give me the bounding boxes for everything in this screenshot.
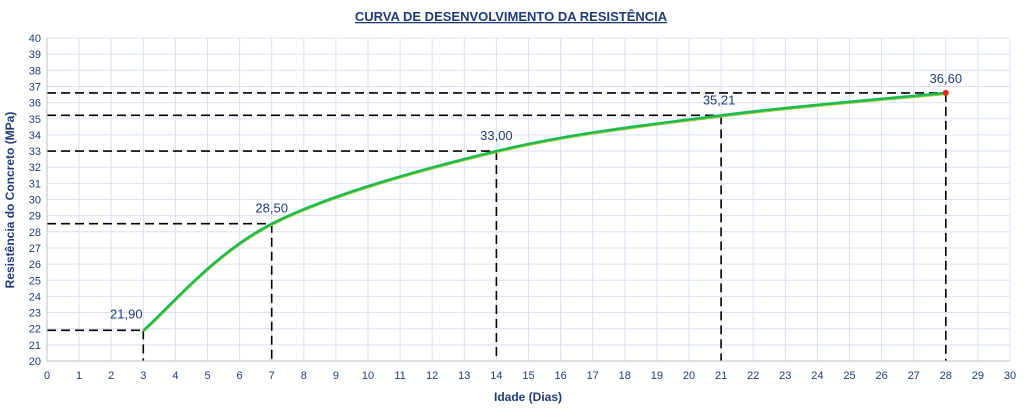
- x-tick-label: 28: [940, 370, 952, 382]
- y-tick-label: 30: [29, 195, 41, 207]
- x-tick-label: 10: [362, 370, 374, 382]
- x-tick-label: 0: [44, 370, 50, 382]
- x-tick-label: 2: [108, 370, 114, 382]
- y-tick-label: 33: [29, 146, 41, 158]
- x-tick-label: 25: [843, 370, 855, 382]
- y-tick-label: 21: [29, 340, 41, 352]
- y-tick-label: 26: [29, 259, 41, 271]
- x-tick-label: 5: [204, 370, 210, 382]
- x-tick-label: 27: [908, 370, 920, 382]
- chart-title: CURVA DE DESENVOLVIMENTO DA RESISTÊNCIA: [355, 9, 668, 24]
- grid: [46, 37, 1011, 362]
- x-tick-label: 30: [1004, 370, 1016, 382]
- y-tick-label: 38: [29, 65, 41, 77]
- point-labels: 21,90 28,50 33,00 35,21 36,60: [110, 71, 962, 321]
- data-label: 33,00: [480, 128, 513, 143]
- y-tick-label: 40: [29, 33, 41, 45]
- x-tick-label: 18: [619, 370, 631, 382]
- series-line: [142, 91, 946, 332]
- x-tick-label: 14: [490, 370, 502, 382]
- x-tick-label: 9: [333, 370, 339, 382]
- y-tick-label: 37: [29, 81, 41, 93]
- x-tick-label: 1: [76, 370, 82, 382]
- x-tick-label: 17: [587, 370, 599, 382]
- x-tick-label: 16: [554, 370, 566, 382]
- x-tick-label: 8: [301, 370, 307, 382]
- y-tick-label: 23: [29, 308, 41, 320]
- data-label: 28,50: [255, 201, 288, 216]
- y-tick-label: 27: [29, 243, 41, 255]
- y-tick-label: 22: [29, 324, 41, 336]
- x-tick-label: 15: [522, 370, 534, 382]
- x-tick-label: 11: [394, 370, 405, 382]
- y-tick-label: 31: [29, 178, 41, 190]
- y-tick-label: 29: [29, 211, 41, 223]
- end-point-marker: [942, 89, 949, 96]
- data-label: 21,90: [110, 306, 143, 321]
- y-tick-label: 39: [29, 49, 41, 61]
- x-tick-label: 13: [458, 370, 470, 382]
- x-tick-label: 6: [237, 370, 243, 382]
- x-tick-label: 22: [747, 370, 759, 382]
- y-tick-label: 24: [29, 291, 41, 303]
- x-axis-title: Idade (Dias): [494, 390, 562, 404]
- x-tick-label: 3: [140, 370, 146, 382]
- y-tick-label: 34: [29, 130, 41, 142]
- y-tick-label: 25: [29, 275, 41, 287]
- x-tick-label: 19: [651, 370, 663, 382]
- x-tick-label: 20: [683, 370, 695, 382]
- y-tick-label: 35: [29, 114, 41, 126]
- data-label: 35,21: [703, 92, 736, 107]
- x-tick-label: 29: [972, 370, 984, 382]
- axes: 0 1 2 3 4 5 6 7 8 9 10 11 12 13 14 15 16 17 18 19 20 21 22 23 24…: [29, 33, 1016, 382]
- x-tick-label: 21: [715, 370, 727, 382]
- x-tick-label: 12: [426, 370, 438, 382]
- guide-lines: [47, 92, 947, 361]
- x-tick-label: 26: [875, 370, 887, 382]
- data-label: 36,60: [930, 71, 963, 86]
- x-tick-label: 7: [269, 370, 275, 382]
- series: [142, 89, 949, 333]
- x-tick-label: 23: [779, 370, 791, 382]
- y-tick-label: 20: [29, 356, 41, 368]
- x-tick-label: 4: [172, 370, 178, 382]
- y-tick-label: 36: [29, 98, 41, 110]
- y-axis-title: Resistência do Concreto (MPa): [3, 112, 17, 289]
- x-tick-label: 24: [811, 370, 823, 382]
- y-tick-label: 32: [29, 162, 41, 174]
- y-tick-label: 28: [29, 227, 41, 239]
